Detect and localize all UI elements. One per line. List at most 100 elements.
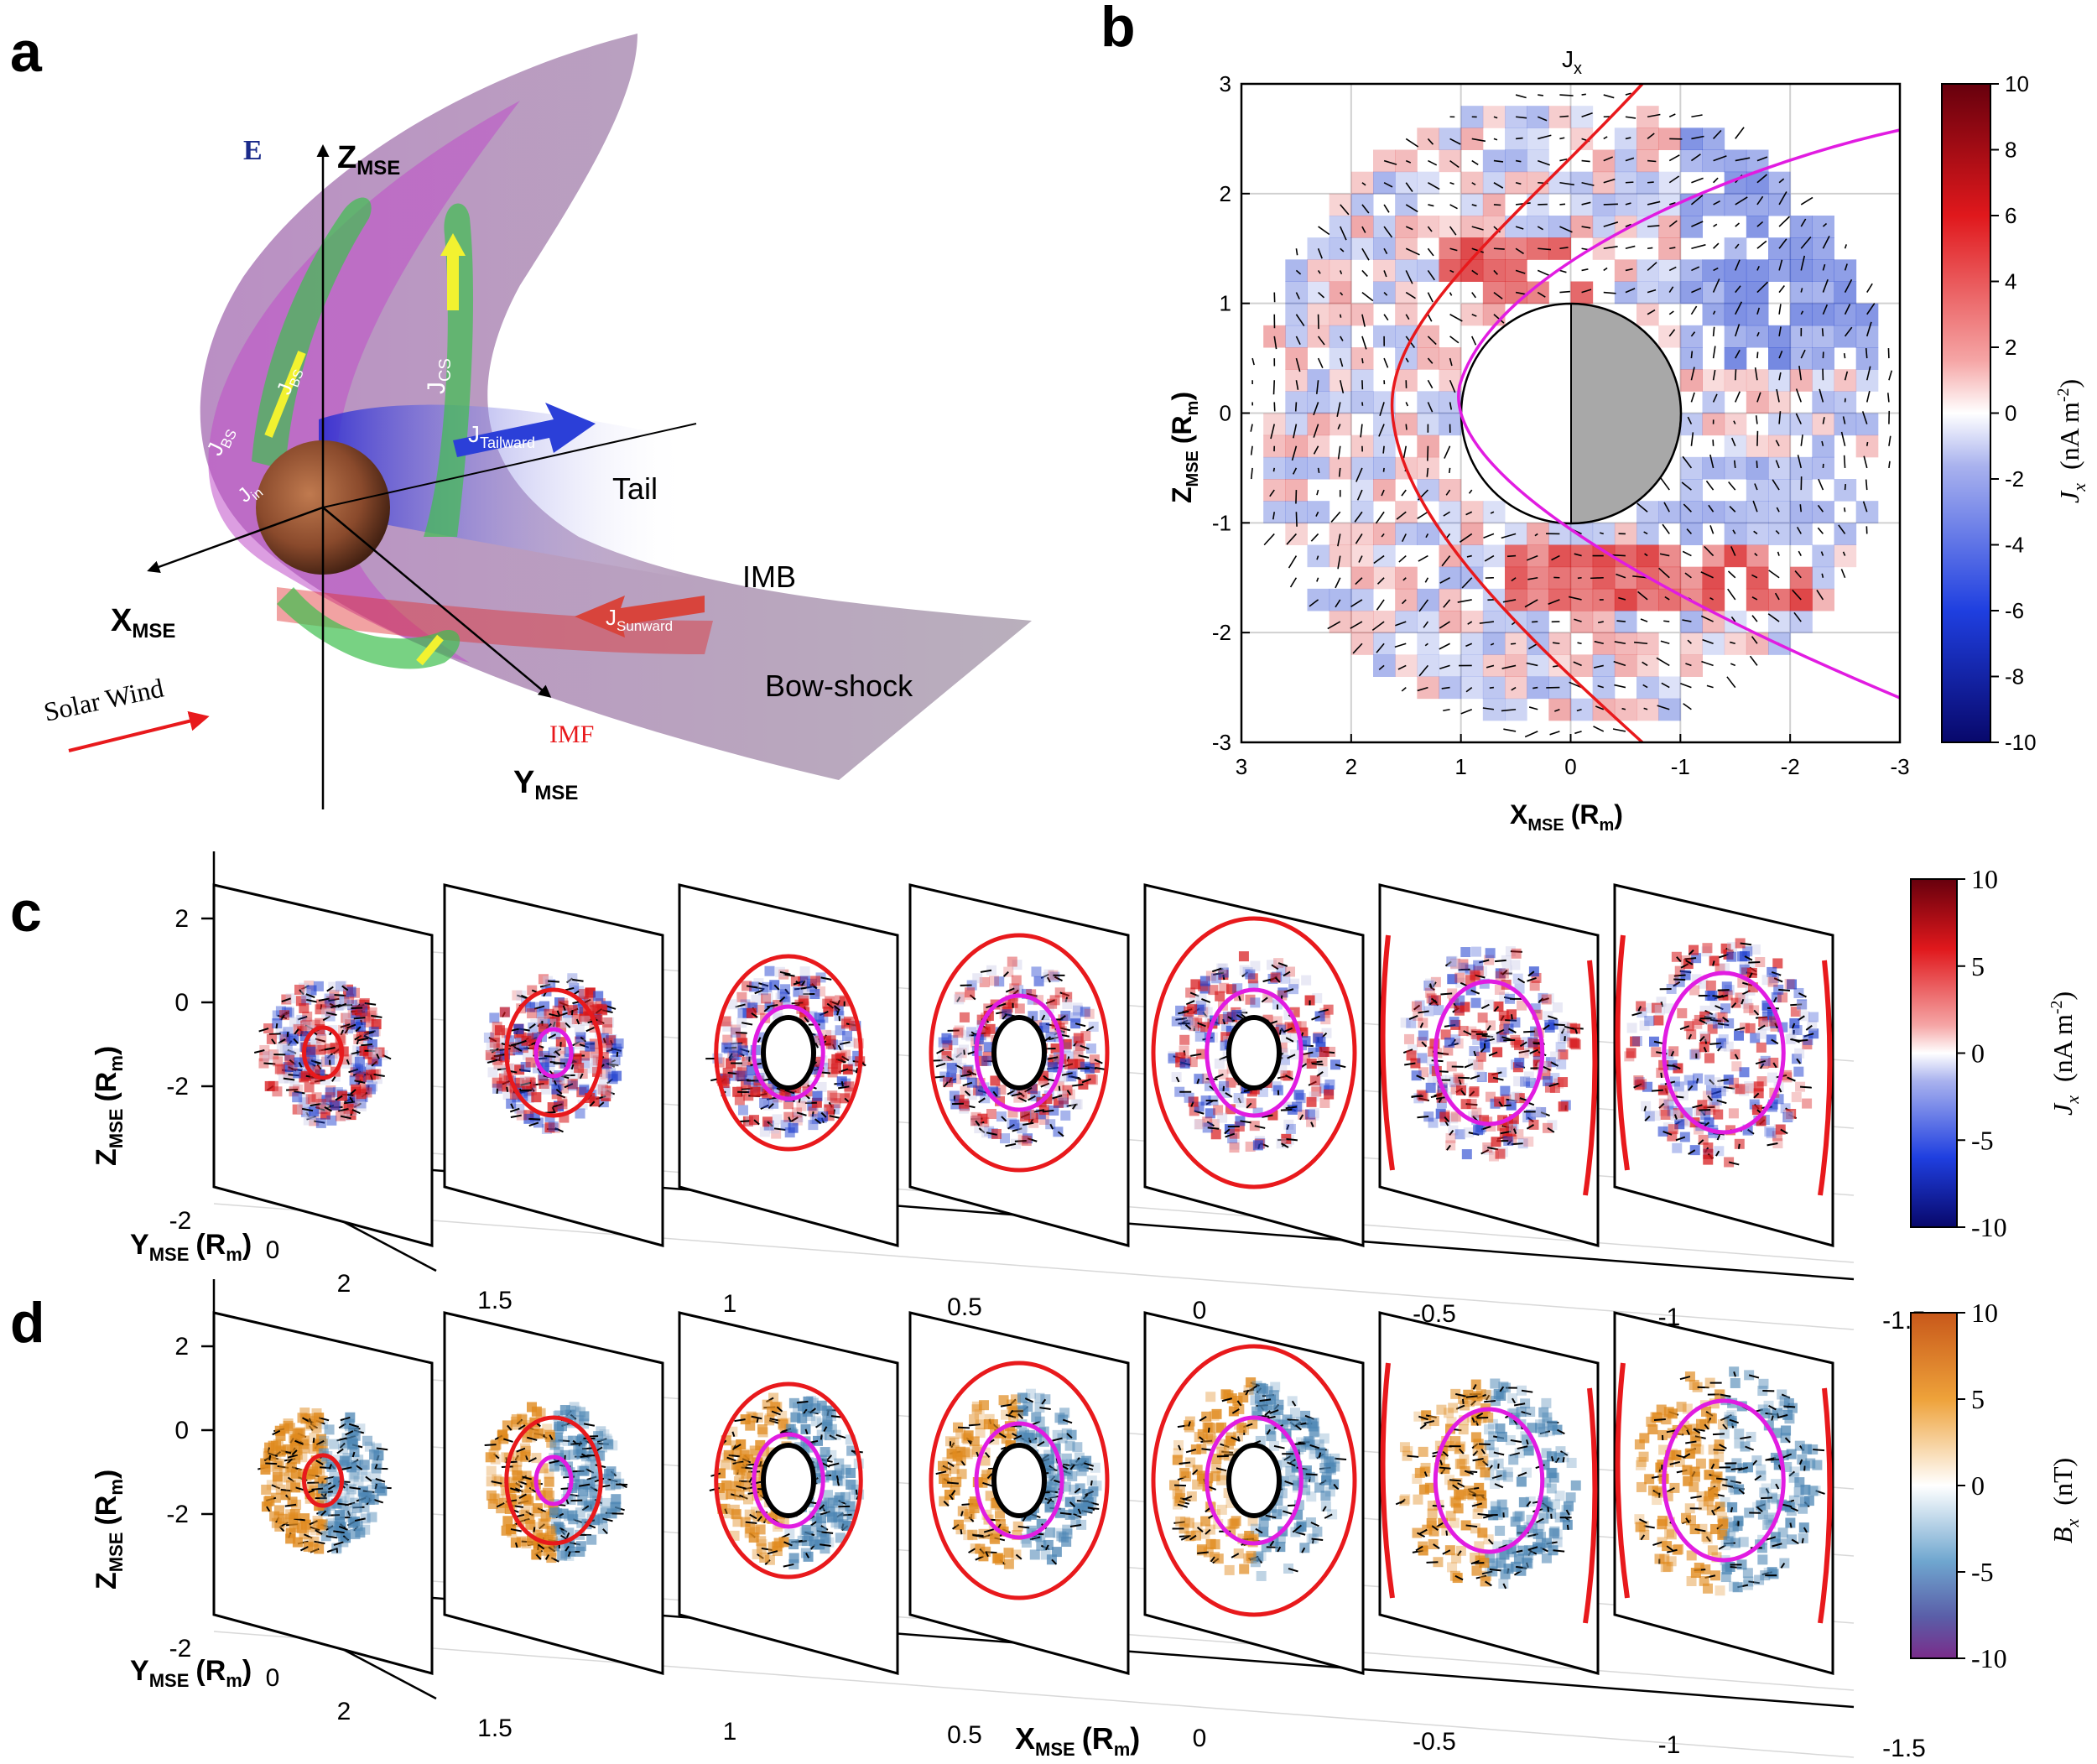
heatmap-cell bbox=[1614, 698, 1637, 721]
current-vector bbox=[1888, 461, 1891, 469]
slice-vector bbox=[814, 1118, 822, 1125]
sunward-plume bbox=[277, 587, 713, 654]
current-vector bbox=[1590, 576, 1604, 580]
slice-vector bbox=[728, 1053, 733, 1059]
slice-cell bbox=[1471, 946, 1482, 957]
slice-cell bbox=[568, 1080, 579, 1091]
xtick-label: 0.5 bbox=[947, 1293, 982, 1321]
heatmap-cell bbox=[1790, 523, 1813, 545]
heatmap-cell bbox=[1834, 391, 1857, 414]
slice-cell bbox=[1226, 984, 1237, 995]
current-vector bbox=[1581, 159, 1590, 163]
slice-cell bbox=[1301, 975, 1312, 986]
current-vector bbox=[1777, 551, 1780, 556]
slice-cell bbox=[279, 1043, 290, 1054]
current-vector bbox=[1356, 489, 1363, 501]
colorbar-tick-label: 0 bbox=[2005, 401, 2016, 426]
slice-cell bbox=[796, 1101, 807, 1111]
slice-vector bbox=[371, 1014, 382, 1018]
current-vector bbox=[1340, 336, 1344, 341]
current-vector bbox=[1383, 357, 1389, 368]
current-vector bbox=[1524, 731, 1538, 738]
current-vector bbox=[1295, 248, 1298, 256]
slice-vector bbox=[1064, 996, 1069, 1002]
slice-cell bbox=[1190, 979, 1201, 990]
current-vector bbox=[1559, 115, 1569, 118]
slice-vector bbox=[520, 1081, 531, 1086]
current-vector bbox=[1618, 596, 1626, 601]
heatmap-cell bbox=[1724, 259, 1747, 282]
current-vector bbox=[1795, 413, 1802, 424]
current-vector bbox=[1466, 554, 1472, 558]
slice-vector bbox=[348, 1068, 359, 1074]
slice-vector bbox=[1048, 1036, 1059, 1041]
current-vector bbox=[1819, 388, 1824, 403]
current-vector bbox=[1778, 372, 1782, 381]
current-vector bbox=[1537, 226, 1544, 231]
current-vector bbox=[1471, 226, 1484, 231]
current-vector bbox=[1818, 478, 1824, 491]
heatmap-cell bbox=[1790, 281, 1813, 304]
panel-letter-b: b bbox=[1101, 0, 1136, 59]
current-vector bbox=[1574, 618, 1582, 622]
slice-vector bbox=[1045, 999, 1055, 1005]
slice-cell bbox=[772, 1114, 783, 1125]
heatmap-cell bbox=[1790, 413, 1813, 436]
bow-shock-ring bbox=[302, 1025, 344, 1080]
slice-cell bbox=[751, 994, 762, 1005]
planet-ring bbox=[1226, 1015, 1282, 1090]
slice-vector bbox=[1057, 1131, 1064, 1137]
current-vector bbox=[1775, 460, 1780, 469]
current-vector bbox=[1373, 554, 1385, 565]
current-vector bbox=[1712, 369, 1716, 381]
current-vector bbox=[1405, 226, 1413, 231]
slice-cell bbox=[272, 1086, 283, 1097]
heatmap-cell bbox=[1702, 369, 1725, 392]
slice-cell bbox=[722, 1034, 733, 1045]
current-vector bbox=[1614, 684, 1626, 689]
current-vector bbox=[1595, 705, 1605, 710]
current-vector bbox=[1423, 621, 1429, 628]
slice-cell bbox=[762, 981, 773, 992]
current-vector bbox=[1383, 270, 1387, 278]
current-vector bbox=[1382, 445, 1385, 454]
current-vector bbox=[1383, 182, 1393, 188]
floor-grid-line bbox=[213, 1203, 1855, 1330]
current-vector bbox=[1457, 599, 1472, 603]
slice-cell bbox=[810, 976, 821, 986]
slice-vector bbox=[528, 1117, 541, 1121]
slice-vector bbox=[943, 1081, 949, 1088]
current-vector bbox=[1690, 367, 1695, 381]
current-vector bbox=[1397, 664, 1407, 670]
current-vector bbox=[1866, 283, 1873, 294]
slice-vector bbox=[1059, 1015, 1066, 1021]
current-vector bbox=[1643, 707, 1648, 710]
current-vector bbox=[1603, 221, 1619, 227]
heatmap-cell bbox=[1460, 501, 1484, 523]
colorbar-tick-label: 8 bbox=[2005, 138, 2016, 163]
slice-vector bbox=[788, 1116, 792, 1122]
slice-cell bbox=[961, 1029, 972, 1040]
slice-cell bbox=[575, 1108, 585, 1119]
slice-vector bbox=[310, 1103, 321, 1107]
current-vector bbox=[1647, 133, 1655, 140]
slice-cell bbox=[727, 999, 738, 1010]
slice-cell bbox=[952, 1054, 963, 1064]
current-vector bbox=[1767, 613, 1780, 622]
current-vector bbox=[1581, 112, 1593, 118]
current-vector bbox=[1427, 226, 1433, 232]
current-vector bbox=[1443, 708, 1450, 712]
current-vector bbox=[1424, 577, 1429, 583]
heatmap-cell bbox=[1350, 588, 1374, 611]
current-vector bbox=[1756, 174, 1768, 184]
slice-cell bbox=[808, 1120, 819, 1131]
slice-vector bbox=[1043, 1036, 1052, 1043]
current-vector bbox=[1335, 577, 1341, 589]
current-vector bbox=[1668, 113, 1676, 117]
current-vector bbox=[1471, 336, 1477, 346]
slice-vector bbox=[363, 1034, 373, 1041]
current-vector bbox=[1569, 681, 1582, 689]
slice-cell bbox=[540, 1084, 551, 1095]
slice-cell bbox=[990, 1075, 1001, 1086]
current-vector bbox=[1340, 204, 1350, 216]
